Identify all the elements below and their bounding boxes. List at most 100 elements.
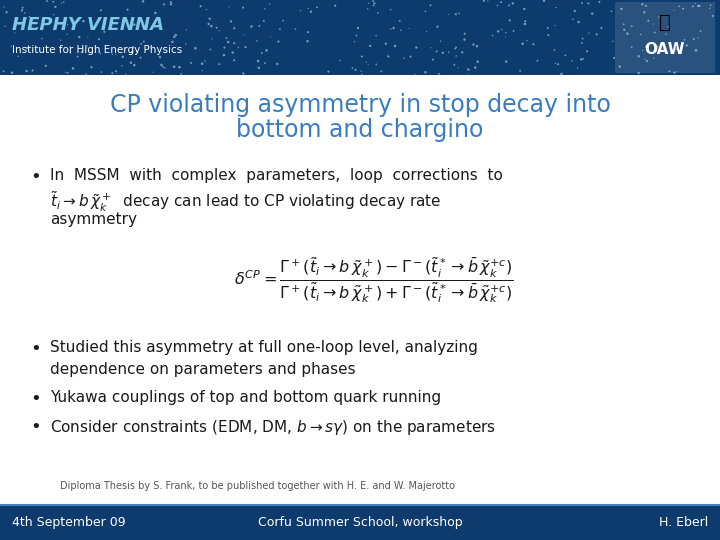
Point xyxy=(376,67,387,76)
Point xyxy=(170,31,181,39)
Point xyxy=(670,45,682,53)
Point xyxy=(679,36,690,44)
Point xyxy=(575,55,587,64)
Point xyxy=(277,16,289,25)
Point xyxy=(227,48,238,57)
Point xyxy=(542,24,554,32)
Point xyxy=(618,20,629,29)
Point xyxy=(495,0,507,6)
Text: dependence on parameters and phases: dependence on parameters and phases xyxy=(50,362,356,377)
Point xyxy=(27,14,39,23)
Point xyxy=(20,14,32,22)
Point xyxy=(420,7,431,16)
Point xyxy=(213,26,225,35)
Point xyxy=(577,55,589,63)
Point xyxy=(62,69,73,77)
Point xyxy=(459,35,470,44)
Point xyxy=(443,10,454,19)
Point xyxy=(334,56,346,65)
Text: 4th September 09: 4th September 09 xyxy=(12,516,125,529)
Point xyxy=(390,42,401,50)
Point xyxy=(608,53,620,62)
Point xyxy=(135,53,146,62)
Point xyxy=(694,2,706,10)
Point xyxy=(201,5,212,14)
Point xyxy=(626,43,637,51)
Point xyxy=(370,31,382,40)
Point xyxy=(587,9,598,18)
Point xyxy=(450,43,462,52)
Text: OAW: OAW xyxy=(644,43,685,57)
Point xyxy=(652,42,663,51)
Point xyxy=(639,8,650,17)
Point xyxy=(259,4,271,13)
Point xyxy=(693,2,704,10)
Point xyxy=(556,70,567,78)
Point xyxy=(206,35,217,43)
Point xyxy=(50,3,61,11)
Point xyxy=(349,37,361,46)
Point xyxy=(704,4,716,12)
Point xyxy=(642,17,654,25)
Point xyxy=(640,2,652,10)
Point xyxy=(48,10,60,19)
Point xyxy=(19,9,30,17)
Point xyxy=(559,51,571,59)
Point xyxy=(346,64,358,72)
Point xyxy=(435,37,446,45)
Point xyxy=(240,43,251,51)
Point xyxy=(582,0,594,8)
Point xyxy=(633,52,644,60)
Text: Corfu Summer School, workshop: Corfu Summer School, workshop xyxy=(258,516,462,529)
Point xyxy=(94,35,105,44)
Point xyxy=(567,15,579,24)
Point xyxy=(649,28,660,37)
Bar xyxy=(0,0,720,75)
Point xyxy=(274,25,286,33)
Point xyxy=(125,58,137,67)
Point xyxy=(204,45,216,54)
Point xyxy=(168,63,180,71)
Point xyxy=(427,55,438,64)
Point xyxy=(218,51,230,59)
Point xyxy=(449,44,461,53)
Point xyxy=(451,52,462,60)
Point xyxy=(552,60,564,69)
Point xyxy=(521,36,533,45)
Point xyxy=(167,38,179,46)
Point xyxy=(238,30,250,39)
Point xyxy=(549,21,561,30)
Point xyxy=(636,0,648,9)
Point xyxy=(573,18,585,26)
Point xyxy=(204,15,215,23)
Point xyxy=(382,52,394,60)
Point xyxy=(614,62,626,71)
Text: Yukawa couplings of top and bottom quark running: Yukawa couplings of top and bottom quark… xyxy=(50,390,441,405)
Point xyxy=(500,57,512,66)
Point xyxy=(639,55,651,64)
Point xyxy=(330,2,341,10)
Point xyxy=(368,1,379,10)
Point xyxy=(395,26,407,35)
Point xyxy=(626,22,637,31)
Point xyxy=(122,5,133,14)
Point xyxy=(95,6,107,15)
Point xyxy=(380,39,392,48)
Point xyxy=(356,67,367,76)
Text: $\delta^{CP} = \dfrac{\Gamma^+(\tilde{t}_i \rightarrow b\,\tilde{\chi}_k^+) - \G: $\delta^{CP} = \dfrac{\Gamma^+(\tilde{t}… xyxy=(235,255,514,305)
Point xyxy=(228,56,240,65)
Point xyxy=(94,49,106,58)
Point xyxy=(31,24,42,32)
Point xyxy=(472,57,484,66)
Point xyxy=(107,69,118,78)
Point xyxy=(41,0,53,5)
Point xyxy=(64,42,76,51)
Point xyxy=(55,36,66,44)
Point xyxy=(0,67,9,76)
Point xyxy=(238,3,249,12)
Point xyxy=(449,60,460,69)
Point xyxy=(507,0,518,8)
Point xyxy=(154,53,166,62)
Point xyxy=(577,34,588,43)
Point xyxy=(405,52,416,61)
